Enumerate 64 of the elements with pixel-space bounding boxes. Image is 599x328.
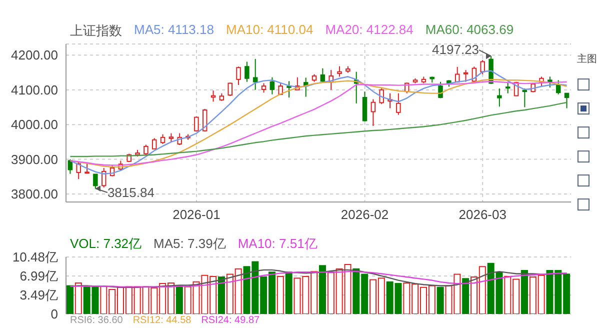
bar [74, 282, 82, 314]
bar [285, 272, 292, 314]
annotation: 4197.23 [432, 42, 480, 58]
bar [176, 285, 183, 314]
candlestick [152, 138, 157, 150]
candlestick [286, 80, 292, 98]
candlestick [505, 81, 510, 94]
candlestick [93, 174, 98, 190]
candlestick [84, 162, 90, 174]
candlestick [261, 82, 266, 94]
bar [66, 285, 74, 314]
bar [521, 270, 528, 314]
candlestick [210, 90, 216, 102]
text: RSI6: 36.60 [70, 315, 123, 326]
candlestick [337, 66, 342, 78]
candlestick [370, 98, 376, 126]
line-series [70, 102, 568, 158]
candlestick [497, 88, 502, 108]
y-tick-label: 4100.00 [11, 82, 58, 98]
x-tick-label: 2026-01 [172, 207, 220, 222]
text: VOL: 7.32亿 [70, 235, 142, 253]
candlestick [236, 66, 241, 86]
y-tick-label: 3800.00 [11, 186, 58, 202]
text: RSI24: 49.87 [201, 315, 260, 326]
candlestick [228, 82, 232, 97]
candlestick [396, 92, 401, 116]
y-tick-label: 4000.00 [11, 117, 58, 132]
x-tick-label: 2026-03 [458, 207, 506, 222]
candlestick [270, 76, 275, 95]
candlestick [194, 116, 199, 132]
bar [218, 276, 225, 314]
annotation: 3815.84 [107, 184, 154, 200]
text: MA20: 4122.84 [325, 22, 414, 39]
candlestick [463, 70, 468, 82]
text: MA10: 4110.04 [226, 22, 314, 39]
series-label: MA10: 7.51亿 [238, 235, 318, 253]
candlestick [144, 144, 148, 156]
candlestick [564, 92, 570, 109]
y-tick-label: 3900.00 [11, 152, 58, 167]
y-tick-label: 6.99亿 [20, 268, 58, 284]
chart-title: 上证指数 [70, 22, 122, 40]
candlestick [76, 160, 81, 180]
y-tick-label: 3.49亿 [20, 288, 58, 303]
bar [276, 276, 284, 314]
text: 主图 [577, 52, 597, 66]
candlestick [160, 134, 166, 145]
candlestick [252, 58, 258, 90]
candlestick [320, 68, 326, 82]
y-tick-label: 4200.00 [11, 48, 58, 63]
candlestick [522, 88, 528, 108]
bar [319, 265, 326, 314]
x-tick-label: 2026-02 [340, 207, 389, 222]
candlestick [548, 76, 552, 88]
candlestick [480, 59, 485, 75]
text: MA60: 4063.69 [425, 22, 514, 39]
bar [436, 286, 444, 314]
text: MA5: 7.39亿 [154, 235, 226, 253]
candlestick [362, 91, 368, 122]
bar [462, 278, 470, 314]
y-tick-label: 0 [50, 306, 58, 322]
text: RSI12: 44.58 [132, 315, 192, 326]
y-tick-label: 10.48亿 [12, 250, 58, 265]
candlestick [244, 61, 250, 82]
text: MA5: 4113.18 [134, 22, 214, 39]
